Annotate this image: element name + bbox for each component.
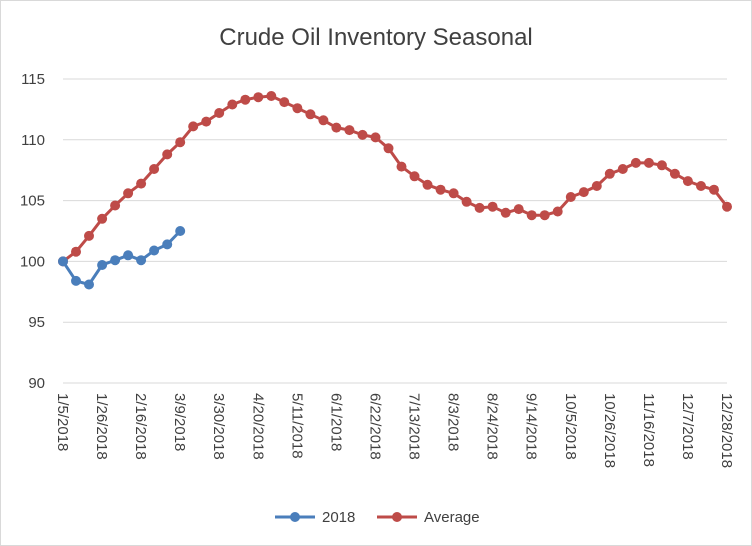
data-point bbox=[58, 256, 68, 267]
data-point bbox=[318, 115, 329, 126]
data-point bbox=[123, 188, 134, 199]
data-point bbox=[487, 201, 498, 212]
data-point bbox=[266, 91, 277, 101]
x-tick-label: 2/16/2018 bbox=[132, 393, 149, 460]
data-point bbox=[435, 184, 446, 195]
data-point bbox=[84, 230, 94, 241]
y-tick-label: 115 bbox=[21, 71, 45, 88]
data-point bbox=[709, 184, 719, 195]
x-tick-label: 12/7/2018 bbox=[679, 393, 696, 460]
data-point bbox=[136, 178, 147, 189]
x-tick-label: 6/22/2018 bbox=[366, 393, 383, 460]
chart-title: Crude Oil Inventory Seasonal bbox=[219, 24, 533, 51]
data-point bbox=[279, 97, 290, 108]
data-point bbox=[201, 116, 212, 127]
data-point bbox=[604, 168, 615, 179]
series-line bbox=[62, 94, 729, 263]
data-point bbox=[97, 260, 108, 270]
data-point bbox=[474, 202, 485, 213]
data-point bbox=[578, 187, 589, 198]
series-2018 bbox=[58, 226, 186, 290]
data-point bbox=[500, 207, 511, 218]
data-point bbox=[175, 137, 186, 148]
data-point bbox=[552, 206, 563, 217]
data-point bbox=[188, 121, 199, 132]
data-point bbox=[643, 157, 654, 168]
x-tick-label: 7/13/2018 bbox=[406, 393, 423, 460]
data-point bbox=[84, 279, 94, 290]
y-tick-label: 90 bbox=[28, 375, 45, 392]
data-point bbox=[722, 201, 732, 212]
legend-label: Average bbox=[424, 509, 480, 526]
data-point bbox=[422, 179, 433, 190]
data-point bbox=[149, 245, 160, 256]
data-point bbox=[344, 125, 355, 136]
data-point bbox=[682, 176, 693, 187]
x-tick-label: 8/24/2018 bbox=[484, 393, 501, 460]
data-point bbox=[331, 122, 342, 133]
series-line bbox=[61, 229, 182, 286]
y-tick-label: 95 bbox=[28, 314, 45, 331]
data-point bbox=[110, 200, 121, 211]
x-tick-label: 5/11/2018 bbox=[288, 393, 305, 459]
data-point bbox=[162, 239, 173, 250]
x-tick-label: 10/26/2018 bbox=[601, 393, 618, 468]
legend-label: 2018 bbox=[322, 509, 355, 526]
data-point bbox=[565, 192, 576, 202]
data-point bbox=[526, 210, 537, 221]
y-tick-label: 105 bbox=[20, 193, 45, 210]
x-tick-label: 12/28/2018 bbox=[718, 393, 735, 468]
data-point bbox=[240, 94, 251, 105]
y-tick-label: 100 bbox=[20, 253, 45, 270]
data-point bbox=[305, 109, 316, 120]
x-tick-label: 9/14/2018 bbox=[523, 393, 540, 460]
data-point bbox=[175, 226, 186, 236]
data-point bbox=[513, 204, 524, 215]
legend-marker bbox=[290, 512, 300, 522]
data-point bbox=[617, 164, 628, 174]
data-point bbox=[448, 188, 459, 199]
data-point bbox=[539, 210, 550, 221]
data-point bbox=[292, 103, 303, 114]
data-point bbox=[214, 108, 225, 118]
data-point bbox=[227, 99, 238, 110]
data-point bbox=[97, 213, 108, 224]
x-tick-label: 10/5/2018 bbox=[562, 393, 579, 460]
data-point bbox=[71, 246, 81, 257]
y-tick-label: 110 bbox=[21, 132, 45, 149]
data-point bbox=[669, 168, 680, 179]
data-point bbox=[136, 255, 147, 266]
x-tick-label: 4/20/2018 bbox=[249, 393, 266, 460]
data-point bbox=[630, 157, 641, 168]
data-point bbox=[696, 181, 706, 191]
data-point bbox=[71, 275, 81, 286]
data-point bbox=[656, 160, 667, 171]
data-point bbox=[461, 196, 472, 207]
series-average bbox=[58, 91, 732, 267]
data-point bbox=[409, 171, 420, 182]
x-tick-label: 6/1/2018 bbox=[327, 393, 344, 451]
data-point bbox=[162, 149, 173, 160]
x-tick-label: 8/3/2018 bbox=[445, 393, 462, 451]
data-point bbox=[253, 92, 264, 103]
x-tick-label: 11/16/2018 bbox=[640, 393, 657, 467]
x-tick-label: 3/9/2018 bbox=[171, 393, 188, 451]
x-tick-label: 1/5/2018 bbox=[54, 393, 71, 451]
data-point bbox=[149, 164, 160, 174]
data-point bbox=[370, 132, 381, 143]
x-tick-label: 3/30/2018 bbox=[210, 393, 227, 460]
data-point bbox=[396, 161, 407, 172]
data-point bbox=[123, 250, 134, 261]
data-point bbox=[383, 143, 394, 154]
x-tick-label: 1/26/2018 bbox=[93, 393, 110, 460]
data-point bbox=[357, 129, 368, 140]
legend-marker bbox=[392, 512, 402, 522]
legend-item-2018: 2018 bbox=[275, 509, 355, 526]
data-point bbox=[591, 181, 602, 191]
data-point bbox=[110, 255, 121, 266]
legend-item-average: Average bbox=[377, 509, 480, 526]
